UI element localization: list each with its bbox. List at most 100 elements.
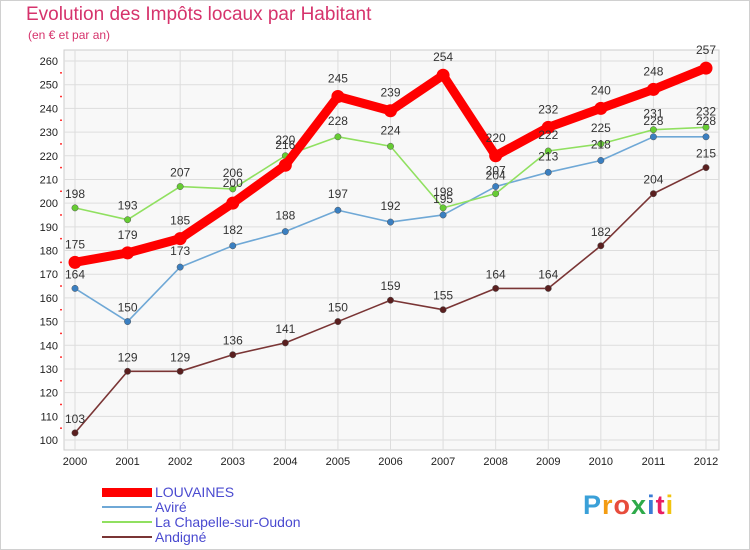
data-label-avir: 207 (486, 164, 506, 178)
y-tick-label: 120 (40, 388, 58, 400)
y-tick-label: 240 (40, 103, 58, 115)
data-point-la-chapelle-sur-oudon (334, 133, 342, 141)
data-point-la-chapelle-sur-oudon (702, 123, 710, 131)
data-point-avir (702, 133, 710, 141)
data-point-andign (124, 367, 132, 375)
y-tick-label: 250 (40, 80, 58, 92)
x-tick-label: 2009 (536, 456, 560, 468)
data-label-avir: 197 (328, 187, 348, 201)
data-label-louvaines: 254 (433, 50, 453, 64)
data-label-andign: 103 (65, 412, 85, 426)
data-point-louvaines (226, 196, 240, 210)
data-label-avir: 164 (65, 267, 85, 281)
data-label-andign: 164 (538, 267, 558, 281)
data-label-avir: 195 (433, 192, 453, 206)
data-point-louvaines (68, 255, 82, 269)
data-label-la-chapelle-sur-oudon: 225 (591, 121, 611, 135)
data-label-andign: 129 (118, 350, 138, 364)
data-label-andign: 141 (275, 322, 295, 336)
logo-letter: t (655, 490, 666, 520)
legend-item-avire: Aviré (102, 499, 187, 515)
data-label-louvaines: 216 (275, 138, 295, 152)
data-point-la-chapelle-sur-oudon (229, 185, 237, 193)
data-label-louvaines: 248 (643, 64, 663, 78)
data-label-la-chapelle-sur-oudon: 231 (643, 107, 663, 121)
data-label-la-chapelle-sur-oudon: 232 (696, 104, 716, 118)
data-label-louvaines: 232 (538, 102, 558, 116)
data-point-la-chapelle-sur-oudon (176, 183, 184, 190)
legend-swatch-andigne (102, 536, 152, 538)
data-point-andign (439, 306, 447, 314)
data-point-la-chapelle-sur-oudon (597, 140, 605, 148)
chart-subtitle: (en € et par an) (28, 28, 111, 42)
data-label-avir: 173 (170, 244, 190, 258)
data-point-louvaines (384, 104, 397, 118)
data-point-avir (597, 157, 605, 164)
data-label-la-chapelle-sur-oudon: 224 (380, 123, 400, 137)
data-point-la-chapelle-sur-oudon (649, 126, 657, 134)
data-label-louvaines: 245 (328, 72, 348, 86)
data-point-la-chapelle-sur-oudon (124, 216, 132, 224)
legend-item-la-chapelle: La Chapelle-sur-Oudon (102, 514, 301, 530)
x-tick-label: 2005 (326, 456, 350, 468)
data-label-la-chapelle-sur-oudon: 207 (170, 166, 190, 180)
logo-letter: o (613, 490, 632, 520)
legend-item-louvaines: LOUVAINES (102, 484, 234, 500)
logo-letter: i (665, 490, 675, 520)
data-point-andign (492, 284, 500, 292)
x-tick-label: 2003 (221, 456, 245, 468)
logo-letter: P (583, 490, 603, 520)
data-point-avir (281, 228, 289, 236)
y-tick-label: 210 (40, 174, 58, 186)
data-point-avir (439, 211, 447, 219)
data-label-la-chapelle-sur-oudon: 198 (433, 185, 453, 199)
data-label-louvaines: 175 (65, 237, 85, 251)
data-label-louvaines: 200 (223, 176, 243, 190)
data-point-avir (176, 263, 184, 271)
logo-letter: x (631, 490, 648, 520)
x-tick-label: 2006 (378, 456, 402, 468)
data-point-andign (334, 318, 342, 326)
y-tick-label: 150 (40, 317, 58, 329)
data-label-louvaines: 239 (380, 86, 400, 100)
y-tick-label: 230 (40, 127, 58, 139)
x-tick-label: 2012 (694, 456, 718, 468)
data-point-louvaines (541, 120, 555, 134)
data-point-andign (649, 190, 657, 198)
data-label-andign: 215 (696, 147, 716, 161)
x-tick-label: 2000 (63, 456, 87, 468)
data-point-andign (71, 429, 79, 437)
data-label-andign: 164 (486, 267, 506, 281)
data-label-louvaines: 240 (591, 83, 611, 97)
data-point-avir (229, 242, 237, 250)
y-tick-label: 190 (40, 222, 58, 234)
data-label-andign: 150 (328, 301, 348, 315)
x-tick-label: 2002 (168, 456, 192, 468)
data-label-la-chapelle-sur-oudon: 193 (118, 199, 138, 213)
y-tick-label: 140 (40, 340, 58, 352)
data-label-avir: 150 (118, 301, 138, 315)
logo-letter: r (602, 490, 614, 520)
data-label-la-chapelle-sur-oudon: 204 (486, 169, 506, 183)
data-point-andign (281, 339, 289, 347)
x-tick-label: 2008 (483, 456, 507, 468)
data-label-avir: 218 (591, 137, 611, 151)
legend-label-louvaines: LOUVAINES (155, 484, 235, 500)
data-point-andign (387, 296, 394, 304)
data-label-avir: 228 (643, 114, 663, 128)
data-label-avir: 182 (223, 223, 243, 237)
data-label-la-chapelle-sur-oudon: 198 (65, 187, 85, 201)
data-point-la-chapelle-sur-oudon (387, 142, 394, 150)
data-label-andign: 129 (170, 350, 190, 364)
data-label-louvaines: 185 (170, 214, 190, 228)
data-point-louvaines (278, 158, 292, 172)
y-tick-label: 220 (40, 151, 58, 163)
data-point-louvaines (594, 101, 608, 115)
data-label-louvaines: 179 (118, 228, 138, 242)
y-tick-label: 260 (40, 56, 58, 68)
data-point-avir (334, 206, 342, 214)
data-point-andign (544, 284, 552, 292)
data-label-avir: 188 (275, 209, 295, 223)
data-point-la-chapelle-sur-oudon (71, 204, 79, 212)
